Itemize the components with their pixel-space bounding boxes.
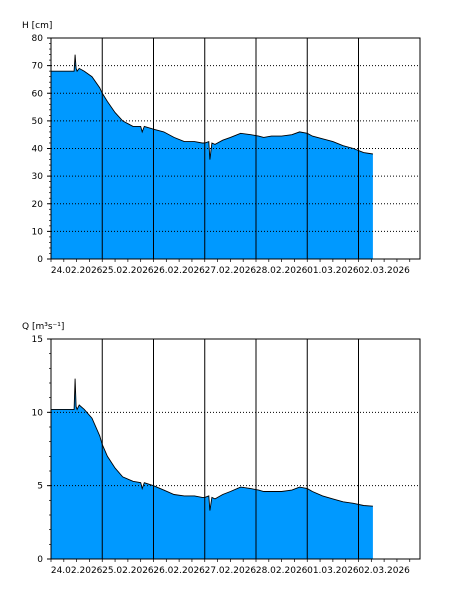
x-tick-label: 01.03.2026 (307, 266, 359, 276)
x-tick-label: 27.02.2026 (205, 566, 257, 576)
x-tick-label: 26.02.2026 (153, 566, 205, 576)
y-tick-label: 5 (37, 482, 43, 492)
series-line (51, 54, 373, 160)
series-area (51, 378, 373, 559)
y-tick-label: 0 (37, 255, 43, 265)
x-tick-label: 01.03.2026 (307, 566, 359, 576)
y-tick-label: 70 (32, 62, 44, 72)
y-tick-label: 60 (32, 89, 44, 99)
x-tick-label: 02.03.2026 (358, 266, 410, 276)
plot-frame (50, 338, 421, 560)
x-tick-label: 25.02.2026 (102, 266, 154, 276)
y-axis-label: Q [m³s⁻¹] (22, 322, 64, 332)
x-tick-label: 25.02.2026 (102, 566, 154, 576)
x-tick-label: 02.03.2026 (358, 566, 410, 576)
y-axis-label: H [cm] (22, 21, 52, 31)
y-tick-label: 20 (32, 200, 44, 210)
x-tick-label: 24.02.2026 (51, 266, 103, 276)
y-tick-label: 15 (32, 335, 43, 345)
y-tick-label: 10 (32, 408, 44, 418)
chart-water-level: H [cm] 0 10 20 30 40 50 60 70 80 24.02.2026 25.02.2… (22, 21, 421, 276)
plot-frame (50, 37, 421, 260)
y-tick-label: 50 (32, 117, 44, 127)
y-tick-label: 80 (32, 34, 44, 44)
y-tick-label: 30 (32, 172, 44, 182)
y-tick-label: 10 (32, 227, 44, 237)
x-tick-label: 24.02.2026 (51, 566, 103, 576)
x-tick-label: 28.02.2026 (256, 266, 308, 276)
series-area (51, 54, 373, 259)
x-tick-label: 27.02.2026 (205, 266, 257, 276)
x-tick-label: 26.02.2026 (153, 266, 205, 276)
series-line (51, 378, 373, 511)
y-tick-label: 0 (37, 555, 43, 565)
y-tick-label: 40 (32, 145, 44, 155)
x-tick-label: 28.02.2026 (256, 566, 308, 576)
chart-discharge: Q [m³s⁻¹] 0 5 10 15 24.02.2026 25.02.2026 26.02… (22, 322, 421, 576)
